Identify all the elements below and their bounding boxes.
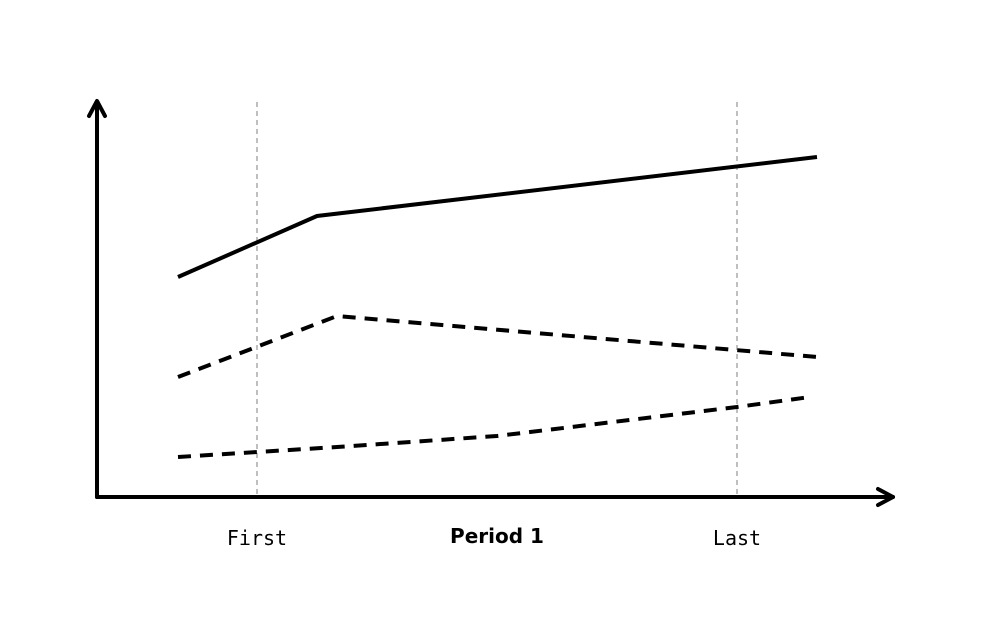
solid-line [177,155,818,279]
dashed-line-lower [177,395,811,459]
label-first: First [227,526,287,550]
label-period: Period 1 [450,524,544,548]
y-axis-arrow [87,99,107,118]
label-last: Last [713,526,761,550]
x-axis-arrow [876,487,895,507]
dashed-line-upper [177,313,818,379]
